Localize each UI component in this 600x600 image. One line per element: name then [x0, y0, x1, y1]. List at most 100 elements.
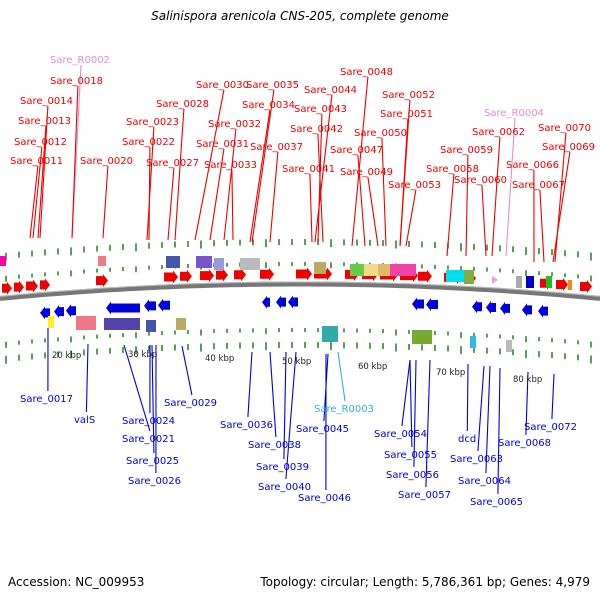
annotation-box	[390, 264, 416, 276]
leader-line	[167, 167, 175, 241]
gene-label-top: Sare_0058	[426, 164, 479, 175]
rna-arrow	[492, 275, 498, 284]
annotation-box	[568, 280, 572, 290]
gene-label-top: Sare_0050	[354, 128, 407, 139]
gene-label-top: Sare_0066	[506, 160, 559, 171]
map-title: Salinispora arenicola CNS-205, complete …	[151, 9, 449, 23]
annotation-box	[214, 258, 224, 270]
gene-label-bottom: Sare_0029	[164, 398, 217, 409]
gene-label-top: Sare_0048	[340, 67, 393, 78]
leader-line	[481, 184, 487, 257]
annotation-box	[526, 276, 534, 288]
gene-label-top: Sare_0070	[538, 123, 591, 134]
gene-label-top: Sare_0018	[50, 76, 103, 87]
leader-line	[174, 108, 185, 241]
forward-gene-arrow	[234, 268, 246, 282]
leader-line	[194, 89, 225, 241]
leader-line	[497, 367, 501, 495]
leader-line	[446, 173, 455, 257]
leader-line	[485, 365, 491, 474]
leader-line	[465, 154, 469, 257]
gene-label-top: Sare_0020	[80, 156, 133, 167]
gene-label-top: Sare_0012	[14, 137, 67, 148]
leader-line	[85, 343, 89, 413]
forward-gene-arrow	[2, 281, 12, 295]
gene-label-bottom: Sare_0046	[298, 493, 351, 504]
gene-label-top: Sare_0028	[156, 99, 209, 110]
scale-label: 80 kbp	[513, 375, 542, 385]
annotation-box	[470, 336, 476, 348]
genome-summary: Topology: circular; Length: 5,786,361 bp…	[260, 575, 590, 589]
gene-label-top: Sare_0060	[454, 175, 507, 186]
forward-gene-arrow	[580, 280, 592, 294]
gene-label-top: Sare_0067	[512, 180, 565, 191]
forward-gene-arrow	[418, 269, 432, 283]
leader-line	[231, 169, 234, 241]
leader-line	[209, 148, 225, 241]
leader-line	[39, 105, 49, 239]
label-group: 20 kbp 30 kbp 40 kbp 50 kbp 60 kbp 70 kbp 80 k…	[10, 55, 595, 508]
gene-label-bottom: Sare_0068	[498, 438, 551, 449]
gene-label-top: Sare_0014	[20, 96, 73, 107]
gene-label-bottom: Sare_0038	[248, 440, 301, 451]
annotation-box	[240, 258, 260, 270]
gene-label-bottom: Sare_0057	[398, 490, 451, 501]
gene-label-bottom: Sare_0026	[128, 476, 181, 487]
gene-label-top: Sare_0032	[208, 119, 261, 130]
annotation-box	[196, 256, 212, 268]
leader-line	[151, 344, 155, 454]
gene-label-bottom: Sare_0065	[470, 497, 523, 508]
annotation-box	[166, 256, 180, 268]
annotation-box	[464, 270, 474, 284]
forward-gene-arrow	[200, 269, 214, 283]
reverse-gene-arrow	[472, 300, 482, 314]
annotation-box	[516, 276, 522, 288]
annotation-box	[446, 270, 464, 282]
reverse-gene-arrow	[262, 295, 270, 309]
reverse-gene-arrow	[276, 295, 286, 309]
annotation-box	[378, 264, 390, 276]
leader-line	[551, 373, 555, 420]
forward-gene-arrow	[216, 268, 228, 282]
gene-label-top: Sare_0022	[122, 137, 175, 148]
gene-label-top: Sare_0062	[472, 127, 525, 138]
leader-line	[285, 351, 297, 480]
gene-label-bottom: Sare_0024	[122, 416, 175, 427]
reverse-gene-arrow	[54, 305, 64, 319]
annotation-box	[76, 316, 96, 330]
scale-label: 50 kbp	[282, 357, 311, 367]
leader-line	[367, 176, 379, 247]
gene-label-bottom: Sare_0045	[296, 424, 349, 435]
annotation-box	[0, 256, 6, 266]
leader-line	[399, 118, 409, 247]
gene-label-bottom: dcd	[458, 434, 476, 445]
reverse-gene-arrow	[486, 301, 496, 315]
gene-label-top: Sare_0041	[282, 164, 335, 175]
gene-label-top: Sare_0047	[330, 145, 383, 156]
annotation-box	[506, 340, 512, 352]
reverse-gene-arrow	[144, 299, 156, 313]
gene-label-top: Sare_0053	[388, 180, 441, 191]
gene-label-top: Sare_0030	[196, 80, 249, 91]
annotation-box	[546, 276, 552, 288]
gene-label-top: Sare_0044	[304, 85, 357, 96]
gene-label-bottom: Sare_0040	[258, 482, 311, 493]
gene-label-bottom: Sare_0017	[20, 394, 73, 405]
gene-label-bottom: Sare_0036	[220, 420, 273, 431]
forward-gene-arrow	[26, 279, 38, 293]
forward-gene-arrow	[40, 278, 50, 292]
leader-line	[357, 154, 366, 247]
accession-text: Accession: NC_009953	[8, 575, 145, 589]
leader-line	[309, 173, 313, 243]
forward-gene-arrow	[296, 267, 312, 281]
gene-label-bottom: Sare_0025	[126, 456, 179, 467]
leader-line	[269, 151, 279, 243]
gene-label-top: Sare_0059	[440, 145, 493, 156]
annotation-box	[412, 330, 432, 344]
forward-gene-arrow	[164, 270, 178, 284]
leader-line	[314, 94, 333, 243]
leader-line	[251, 89, 275, 243]
reverse-gene-arrow	[106, 301, 140, 315]
scale-label: 30 kbp	[128, 350, 157, 360]
